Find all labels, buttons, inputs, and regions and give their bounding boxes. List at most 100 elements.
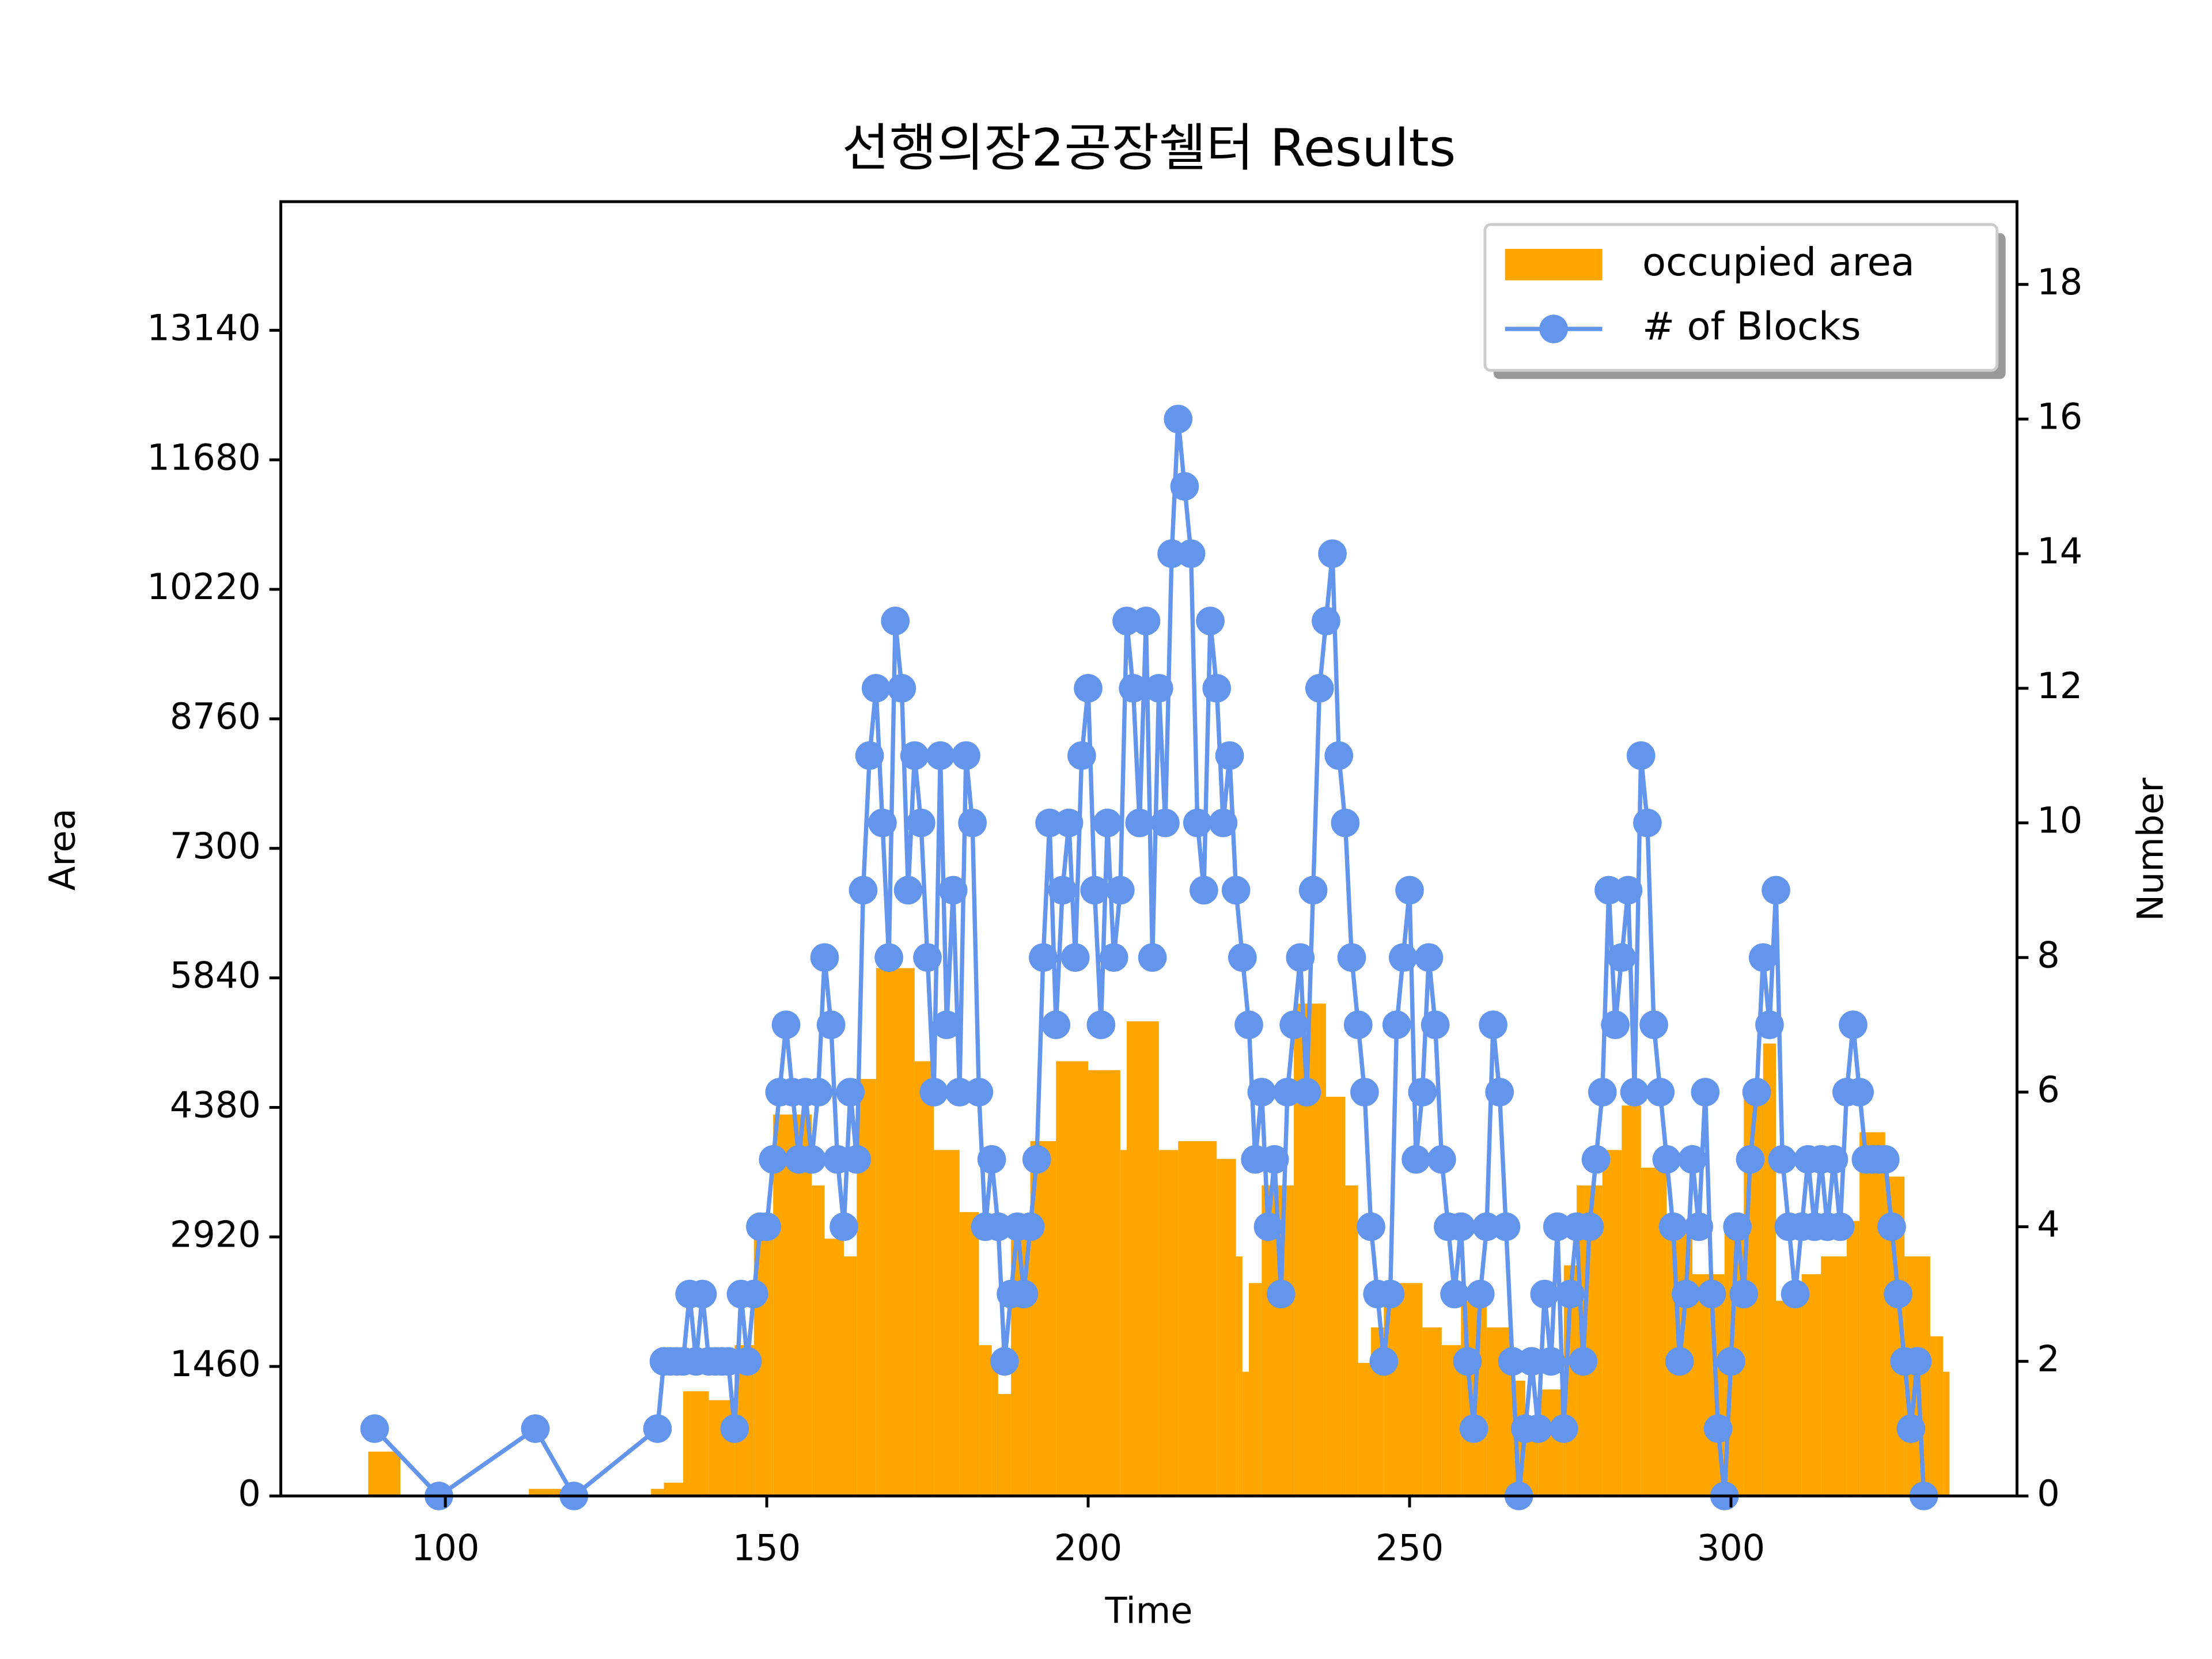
area-bar bbox=[1801, 1274, 1821, 1496]
area-bar bbox=[1325, 1096, 1346, 1496]
blocks-marker bbox=[1440, 1279, 1469, 1309]
blocks-marker bbox=[1491, 1212, 1521, 1241]
blocks-marker bbox=[849, 876, 878, 905]
blocks-marker bbox=[1234, 1010, 1263, 1039]
y2-tick-label: 14 bbox=[2037, 530, 2082, 572]
blocks-marker bbox=[932, 1010, 961, 1039]
area-bar bbox=[529, 1488, 561, 1496]
blocks-marker bbox=[1684, 1212, 1713, 1241]
blocks-marker bbox=[1729, 1279, 1759, 1309]
legend-marker bbox=[1539, 315, 1568, 343]
blocks-marker bbox=[1247, 1078, 1277, 1107]
y-tick-label: 7300 bbox=[170, 825, 261, 867]
blocks-marker bbox=[1183, 808, 1212, 838]
area-bar bbox=[1236, 1256, 1243, 1496]
blocks-marker bbox=[1331, 808, 1360, 838]
area-bar bbox=[1345, 1185, 1358, 1496]
area-bar bbox=[1384, 1283, 1423, 1496]
blocks-marker bbox=[752, 1212, 781, 1241]
area-bar bbox=[991, 1362, 998, 1496]
blocks-marker bbox=[1292, 1078, 1321, 1107]
blocks-marker bbox=[1652, 1145, 1681, 1174]
blocks-marker bbox=[1768, 1145, 1797, 1174]
blocks-marker bbox=[1736, 1145, 1765, 1174]
blocks-marker bbox=[1549, 1414, 1578, 1443]
blocks-marker bbox=[1601, 1010, 1630, 1039]
blocks-marker bbox=[1408, 1078, 1437, 1107]
blocks-marker bbox=[1286, 943, 1315, 972]
blocks-marker bbox=[1402, 1145, 1430, 1174]
blocks-marker bbox=[868, 808, 897, 838]
y2-tick-label: 10 bbox=[2037, 800, 2082, 842]
area-bar bbox=[1088, 1070, 1120, 1496]
area-bar bbox=[843, 1256, 857, 1496]
blocks-marker bbox=[720, 1414, 749, 1443]
area-bar bbox=[1943, 1372, 1950, 1496]
blocks-marker bbox=[893, 876, 923, 905]
blocks-marker bbox=[1479, 1010, 1508, 1039]
y2-tick-label: 18 bbox=[2037, 261, 2082, 303]
blocks-marker bbox=[900, 741, 929, 770]
blocks-marker bbox=[1781, 1279, 1810, 1309]
blocks-marker bbox=[1138, 943, 1167, 972]
blocks-marker bbox=[1427, 1145, 1456, 1174]
area-bar bbox=[812, 1185, 825, 1496]
blocks-marker bbox=[1877, 1212, 1906, 1241]
blocks-marker bbox=[861, 674, 891, 703]
area-bar bbox=[1846, 1221, 1860, 1496]
area-bar bbox=[979, 1345, 992, 1496]
blocks-marker bbox=[1446, 1212, 1476, 1241]
area-bar bbox=[857, 1079, 876, 1496]
area-bar bbox=[876, 968, 915, 1496]
blocks-marker bbox=[977, 1145, 1006, 1174]
blocks-marker bbox=[1054, 808, 1084, 838]
blocks-marker bbox=[1119, 674, 1147, 703]
blocks-marker bbox=[958, 808, 987, 838]
x-tick-label: 300 bbox=[1697, 1527, 1765, 1569]
area-bar bbox=[683, 1391, 709, 1496]
x-axis-label: Time bbox=[1105, 1590, 1193, 1632]
blocks-marker bbox=[816, 1010, 846, 1039]
blocks-marker bbox=[1556, 1279, 1585, 1309]
area-bar bbox=[1294, 1003, 1326, 1496]
blocks-marker bbox=[1613, 876, 1643, 905]
y2-tick-label: 16 bbox=[2037, 396, 2082, 438]
blocks-marker bbox=[733, 1347, 762, 1376]
blocks-marker bbox=[1626, 741, 1656, 770]
blocks-marker bbox=[1041, 1010, 1071, 1039]
blocks-marker bbox=[990, 1347, 1019, 1376]
blocks-marker bbox=[804, 1078, 833, 1107]
y-tick-label: 2920 bbox=[170, 1213, 261, 1255]
blocks-marker bbox=[830, 1212, 858, 1241]
blocks-marker bbox=[1318, 539, 1347, 568]
area-bar bbox=[959, 1212, 979, 1496]
blocks-marker bbox=[1105, 876, 1135, 905]
area-bar bbox=[1525, 1434, 1539, 1496]
blocks-marker bbox=[1671, 1279, 1700, 1309]
y2-axis-label: Number bbox=[2129, 778, 2171, 922]
y-axis-label: Area bbox=[41, 808, 84, 891]
area-bar bbox=[1126, 1021, 1159, 1496]
blocks-marker bbox=[913, 943, 942, 972]
blocks-marker bbox=[1176, 539, 1206, 568]
area-bar bbox=[1821, 1256, 1847, 1496]
blocks-marker bbox=[926, 741, 955, 770]
blocks-marker bbox=[1465, 1279, 1495, 1309]
blocks-marker bbox=[1074, 674, 1103, 703]
blocks-marker bbox=[1196, 607, 1225, 635]
blocks-marker bbox=[1221, 876, 1251, 905]
blocks-marker bbox=[739, 1279, 768, 1309]
blocks-marker bbox=[1691, 1078, 1720, 1107]
area-bar bbox=[1056, 1061, 1089, 1496]
blocks-marker bbox=[1453, 1347, 1482, 1376]
blocks-marker bbox=[1144, 674, 1173, 703]
blocks-marker bbox=[688, 1279, 717, 1309]
area-bar bbox=[1422, 1327, 1442, 1496]
blocks-marker bbox=[1086, 1010, 1116, 1039]
blocks-marker bbox=[907, 808, 935, 838]
blocks-marker bbox=[1530, 1279, 1559, 1309]
y2-tick-label: 12 bbox=[2037, 665, 2082, 707]
blocks-marker bbox=[1151, 808, 1180, 838]
blocks-marker bbox=[1253, 1212, 1283, 1241]
blocks-marker bbox=[1575, 1212, 1604, 1241]
